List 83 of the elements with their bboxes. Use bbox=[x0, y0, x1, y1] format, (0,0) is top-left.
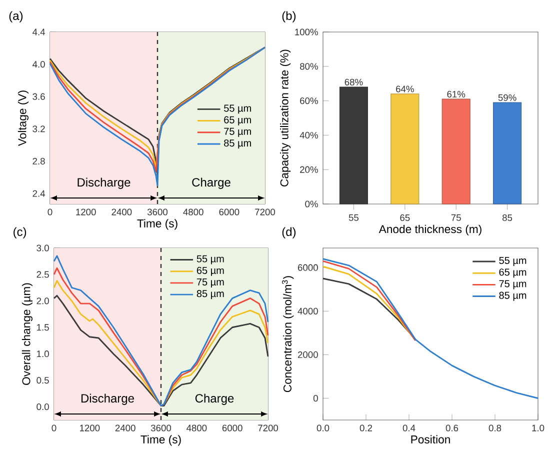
x-tick-label: 1200 bbox=[76, 208, 96, 216]
band-label: Discharge bbox=[78, 178, 130, 189]
y-tick-label: 80% bbox=[300, 63, 318, 70]
y-axis-title: Concentration (mol/m$^{3}$) bbox=[282, 276, 294, 392]
chart-title: (c) bbox=[14, 227, 26, 238]
legend-label: 65 µm bbox=[196, 266, 224, 276]
y-tick-label: 2.0 bbox=[36, 298, 49, 304]
band-label: Charge bbox=[192, 178, 230, 189]
y-tick-label: 0 bbox=[313, 394, 318, 402]
legend-label: 75 µm bbox=[499, 280, 526, 290]
y-tick-label: 1.5 bbox=[37, 324, 49, 331]
x-axis-title: Time (s) bbox=[140, 435, 181, 446]
y-tick-label: 3.6 bbox=[32, 93, 45, 100]
y-tick-label: 4.4 bbox=[32, 28, 46, 36]
x-tick-label: 3600 bbox=[150, 424, 172, 432]
x-tick-label: 2400 bbox=[115, 424, 136, 432]
x-tick-label: 4800 bbox=[186, 424, 207, 432]
y-tick-label: 2.4 bbox=[32, 190, 46, 197]
data-label: 61% bbox=[447, 90, 466, 98]
bar bbox=[442, 98, 470, 204]
y-tick-label: 4.0 bbox=[32, 61, 45, 68]
x-tick-label: 0.8 bbox=[488, 424, 502, 432]
x-tick-label: 0.4 bbox=[402, 424, 416, 432]
bar bbox=[493, 102, 522, 204]
line-series bbox=[322, 258, 539, 399]
x-tick-label: 6000 bbox=[219, 208, 240, 216]
y-tick-label: 40% bbox=[300, 132, 318, 138]
legend-label: 65 µm bbox=[499, 268, 526, 278]
x-tick-label: 65 bbox=[400, 214, 410, 221]
x-axis-title: Position bbox=[411, 435, 450, 444]
y-tick-label: 0% bbox=[305, 200, 318, 208]
x-tick-label: 55 bbox=[348, 214, 359, 221]
y-axis-title: Voltage (V) bbox=[18, 90, 28, 146]
bar bbox=[339, 86, 368, 204]
x-tick-label: 4800 bbox=[183, 208, 204, 216]
x-tick-label: 3600 bbox=[147, 208, 168, 216]
legend-label: 55 µm bbox=[224, 104, 251, 114]
x-tick-label: 0.6 bbox=[446, 424, 458, 432]
y-tick-label: 2.5 bbox=[36, 271, 49, 278]
legend-label: 65 µm bbox=[224, 116, 251, 126]
x-tick-label: 7200 bbox=[255, 208, 276, 216]
y-tick-label: 0.0 bbox=[36, 403, 49, 410]
y-tick-label: 3.2 bbox=[32, 126, 45, 132]
x-tick-label: 85 bbox=[502, 214, 512, 221]
data-label: 64% bbox=[396, 86, 414, 92]
legend-label: 85 µm bbox=[499, 292, 526, 301]
legend-label: 75 µm bbox=[224, 128, 251, 137]
x-tick-label: 75 bbox=[451, 214, 461, 221]
y-tick-label: 20% bbox=[300, 166, 318, 173]
x-axis-title: Anode thickness (m) bbox=[378, 224, 482, 236]
chart-title: (a) bbox=[9, 11, 23, 22]
y-axis-title: Capacity utilization rate (%) bbox=[280, 50, 291, 186]
y-tick-label: 0.5 bbox=[36, 377, 49, 384]
legend-label: 55 µm bbox=[196, 255, 224, 264]
x-tick-label: 0 bbox=[52, 424, 56, 432]
x-tick-label: 0.2 bbox=[360, 424, 372, 432]
data-label: 59% bbox=[498, 94, 516, 101]
x-tick-label: 2400 bbox=[112, 208, 132, 216]
band-label: Charge bbox=[195, 394, 234, 405]
data-label: 68% bbox=[344, 78, 363, 86]
chart-title: (b) bbox=[282, 11, 296, 22]
x-tick-label: 6000 bbox=[222, 424, 242, 432]
y-tick-label: 6000 bbox=[298, 264, 318, 271]
legend-label: 85 µm bbox=[224, 139, 251, 149]
legend-label: 55 µm bbox=[499, 257, 526, 266]
bar bbox=[390, 94, 420, 204]
x-tick-label: 0.0 bbox=[316, 424, 330, 432]
y-tick-label: 2.8 bbox=[32, 158, 45, 164]
chart-title: (d) bbox=[282, 227, 296, 238]
x-tick-label: 1200 bbox=[80, 424, 100, 432]
y-tick-label: 1.0 bbox=[37, 350, 49, 358]
y-tick-label: 60% bbox=[300, 98, 318, 104]
band-label: Discharge bbox=[81, 394, 134, 405]
legend-label: 75 µm bbox=[196, 278, 224, 288]
y-tick-label: 3.0 bbox=[36, 244, 49, 252]
legend-label: 85 µm bbox=[196, 290, 224, 300]
x-tick-label: 7200 bbox=[258, 424, 278, 432]
y-tick-label: 2000 bbox=[298, 351, 318, 358]
x-axis-title: Time (s) bbox=[137, 219, 178, 230]
y-axis-title: Overall change (µm) bbox=[22, 283, 32, 385]
y-tick-label: 4000 bbox=[298, 308, 318, 314]
x-tick-label: 1.0 bbox=[532, 424, 544, 432]
y-tick-label: 100% bbox=[295, 28, 318, 36]
